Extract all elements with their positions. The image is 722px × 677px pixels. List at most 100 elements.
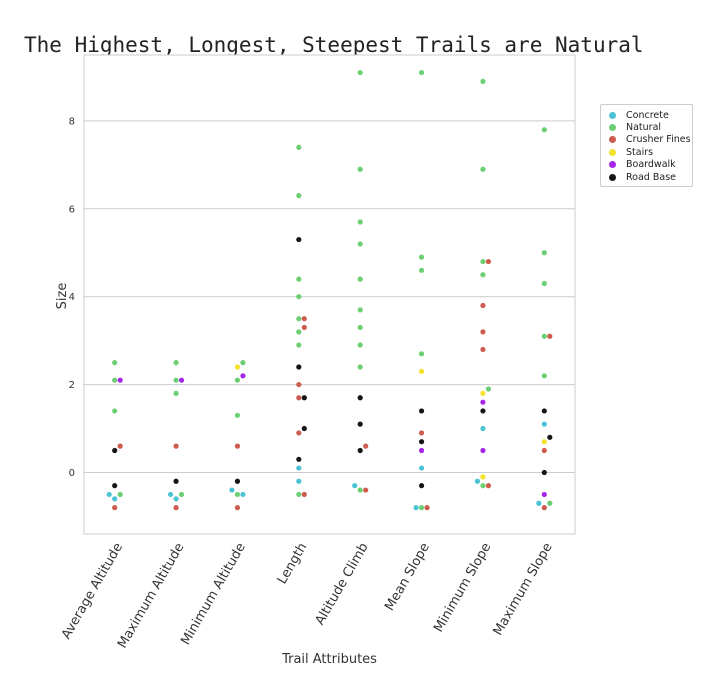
point: [547, 434, 553, 440]
point: [301, 425, 307, 432]
chart-title: The Highest, Longest, Steepest Trails ar…: [24, 33, 644, 57]
point: [485, 386, 492, 392]
legend-label: Concrete: [626, 109, 669, 121]
point: [541, 469, 547, 476]
point: [480, 258, 486, 265]
point: [112, 483, 118, 489]
point: [229, 487, 235, 493]
point: [418, 505, 425, 511]
y-tick-label: 6: [69, 204, 75, 215]
point: [296, 144, 302, 150]
point: [541, 280, 547, 287]
point: [173, 377, 179, 383]
point: [418, 368, 425, 375]
legend-item: Natural: [601, 121, 692, 133]
point: [296, 395, 302, 401]
point: [352, 483, 358, 489]
legend-label: Road Base: [626, 171, 676, 183]
point: [296, 491, 302, 498]
point: [296, 342, 302, 348]
point: [480, 329, 486, 335]
legend-item: Stairs: [601, 146, 692, 158]
point: [117, 443, 123, 449]
x-tick-label: Mean Slope: [382, 541, 433, 614]
point: [357, 421, 363, 427]
point: [541, 373, 547, 379]
point: [112, 377, 118, 383]
point: [541, 505, 547, 511]
legend-swatch: [609, 161, 616, 169]
legend-label: Natural: [626, 122, 662, 134]
point: [301, 324, 307, 331]
point: [296, 381, 302, 388]
legend-item: Crusher Fines: [601, 134, 692, 146]
point: [418, 439, 425, 445]
point: [480, 399, 486, 405]
point: [357, 324, 363, 331]
x-tick-label: Minimum Slope: [431, 541, 494, 635]
point: [541, 408, 547, 414]
point: [474, 478, 481, 484]
point: [296, 294, 302, 300]
y-tick-label: 0: [69, 468, 75, 479]
x-tick-label: Maximum Slope: [491, 541, 556, 639]
x-tick-label: Length: [275, 541, 310, 587]
point: [480, 302, 486, 309]
point: [173, 496, 179, 502]
point: [234, 491, 241, 498]
point: [541, 447, 547, 454]
point: [480, 474, 486, 480]
point: [547, 500, 553, 506]
point: [418, 267, 425, 273]
x-tick-label: Average Altitude: [59, 541, 126, 642]
point: [240, 373, 246, 379]
point: [547, 333, 553, 339]
point: [296, 329, 302, 335]
point: [480, 483, 486, 489]
point: [363, 443, 369, 449]
point: [357, 219, 363, 225]
legend-item: Road Base: [601, 171, 692, 183]
point: [357, 166, 363, 172]
point: [357, 364, 363, 370]
point: [485, 258, 492, 265]
point: [357, 447, 363, 454]
point: [418, 408, 425, 414]
point: [541, 421, 547, 427]
point: [167, 491, 174, 498]
point: [424, 505, 430, 511]
point: [418, 351, 425, 357]
legend-item: Boardwalk: [601, 159, 692, 171]
x-tick-label: Altitude Climb: [313, 541, 372, 628]
legend-swatch: [609, 111, 616, 119]
point: [480, 166, 486, 172]
point: [240, 360, 246, 366]
point: [296, 430, 302, 436]
point: [418, 447, 425, 454]
point: [541, 439, 547, 445]
point: [357, 276, 363, 282]
point: [301, 316, 307, 322]
points-layer: [106, 69, 553, 511]
legend-swatch: [609, 136, 616, 144]
plot-area: [83, 54, 576, 535]
point: [173, 478, 179, 484]
x-tick-label: Maximum Altitude: [115, 541, 187, 652]
point: [485, 483, 492, 489]
point: [301, 395, 307, 401]
point: [296, 276, 302, 282]
point: [173, 443, 179, 449]
point: [357, 395, 363, 401]
legend-swatch: [609, 124, 616, 132]
point: [240, 491, 246, 498]
point: [112, 505, 118, 511]
point: [480, 447, 486, 454]
y-axis-label: Size: [55, 283, 70, 310]
point: [173, 390, 179, 396]
point: [418, 483, 425, 489]
point: [296, 456, 302, 462]
y-tick-label: 4: [69, 292, 75, 303]
point: [296, 236, 302, 243]
legend: Concrete Natural Crusher Fines Stairs Boardw…: [600, 104, 693, 188]
